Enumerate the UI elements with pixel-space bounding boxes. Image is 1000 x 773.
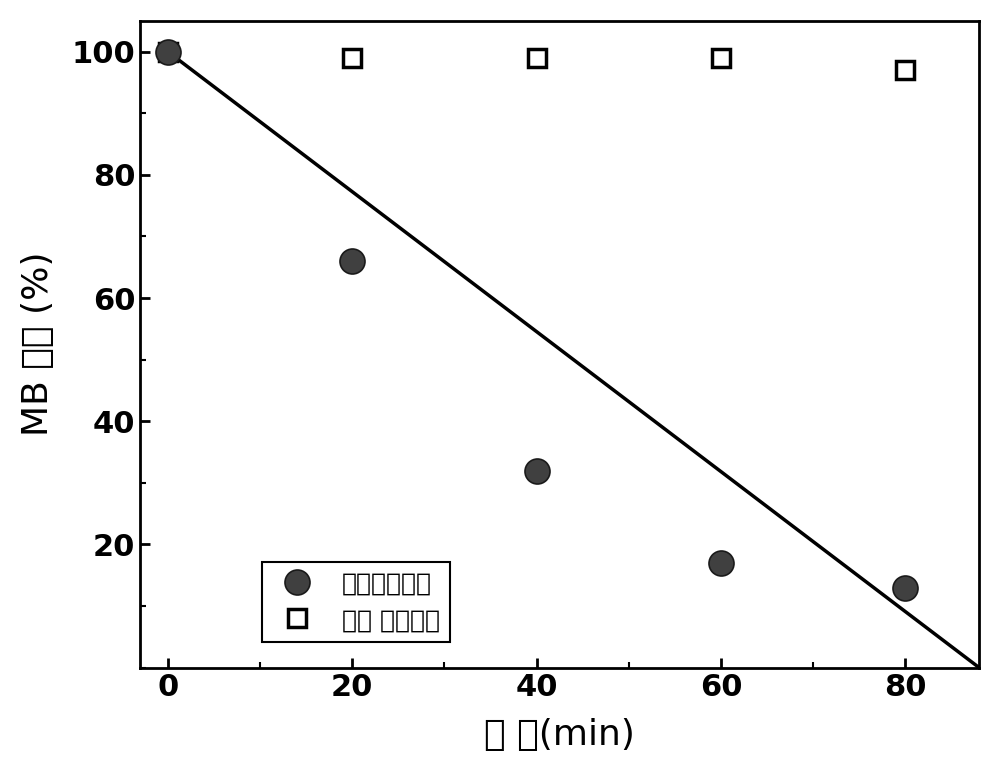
- 黑暗 吸附实验: [531, 53, 543, 63]
- 可见光下降解: [899, 583, 911, 592]
- 可见光下降解: [715, 558, 727, 567]
- 黑暗 吸附实验: [162, 47, 174, 56]
- X-axis label: 时 间(min): 时 间(min): [484, 718, 635, 752]
- 可见光下降解: [531, 466, 543, 475]
- Line: 黑暗 吸附实验: 黑暗 吸附实验: [159, 43, 914, 79]
- Y-axis label: MB 残余 (%): MB 残余 (%): [21, 252, 55, 437]
- 黑暗 吸附实验: [715, 53, 727, 63]
- 黑暗 吸附实验: [899, 66, 911, 75]
- Legend: 可见光下降解, 黑暗 吸附实验: 可见光下降解, 黑暗 吸附实验: [262, 562, 450, 642]
- Line: 可见光下降解: 可见光下降解: [155, 39, 918, 600]
- 黑暗 吸附实验: [346, 53, 358, 63]
- 可见光下降解: [162, 47, 174, 56]
- 可见光下降解: [346, 257, 358, 266]
